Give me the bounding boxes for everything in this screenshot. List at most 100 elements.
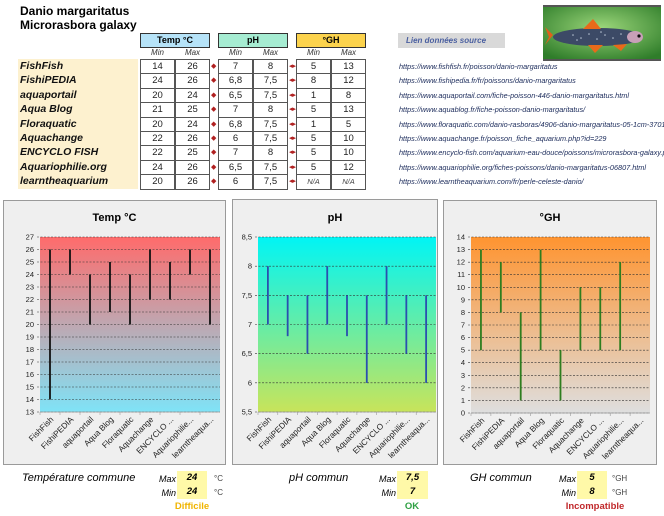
cell-ph-max: 7,5: [253, 159, 288, 176]
range-arrow-icon: ◂▸: [289, 135, 297, 142]
temp-common-min: 24: [177, 485, 207, 499]
range-arrow-icon: ◂▸: [289, 91, 297, 99]
chart-ph: 5,566,577,588,5FishFishFishiPEDIAaquapor…: [242, 233, 436, 460]
gh-max-label: Max: [558, 474, 576, 484]
species-synonym: Microrasbora galaxy: [20, 18, 137, 32]
source-link[interactable]: https://www.aquachange.fr/poisson_fiche_…: [399, 134, 607, 143]
source-name-column: [18, 59, 138, 189]
cell-gh-min: 5: [296, 102, 331, 118]
y-tick-label: 19: [26, 333, 34, 342]
y-tick-label: 22: [26, 295, 34, 304]
cell-ph-max: 7,5: [253, 116, 288, 132]
range-arrow-icon: ◆: [211, 77, 217, 85]
y-tick-label: 27: [26, 233, 34, 242]
chart-panel-ph: pH 5,5 6 6,5 7 7,5 8 8,5 FishFish FishiPEDIA aqua…: [232, 199, 438, 465]
ph-verdict: OK: [404, 501, 420, 512]
source-name: learntheaquarium: [20, 175, 109, 188]
y-tick-label: 9: [461, 295, 465, 304]
cell-temp-max: 24: [175, 116, 210, 132]
source-name: FishiPEDIA: [20, 74, 77, 87]
range-arrow-icon: ◂▸: [289, 63, 297, 70]
range-arrow-icon: ◂▸: [289, 149, 297, 157]
source-link[interactable]: https://www.aquaportail.com/fiche-poisso…: [399, 90, 629, 100]
gh-min-unit: °GH: [612, 488, 628, 497]
ph-max-label: Max: [378, 474, 396, 484]
cell-ph-max: 7,5: [253, 131, 288, 147]
temp-min-label: Min: [161, 488, 176, 498]
y-tick-label: 21: [26, 308, 34, 317]
cell-gh-max: N/A: [331, 174, 366, 190]
temp-common-max: 24: [177, 471, 207, 485]
y-tick-label: 24: [26, 270, 34, 279]
cell-temp-min: 20: [140, 87, 175, 104]
gh-common-label: GH commun: [470, 472, 532, 484]
y-tick-label: 3: [461, 371, 465, 380]
y-tick-label: 5: [461, 346, 465, 355]
y-tick-label: 7: [461, 321, 465, 330]
temp-max-unit: °C: [214, 474, 223, 483]
cell-ph-min: 6: [218, 174, 253, 190]
temp-min-unit: °C: [214, 488, 223, 497]
y-tick-label: 12: [457, 258, 465, 267]
cell-ph-max: 8: [253, 59, 288, 75]
temp-verdict: Difficile: [174, 501, 210, 512]
cell-gh-max: 5: [331, 116, 366, 132]
source-link[interactable]: https://www.fishipedia.fr/fr/poissons/da…: [399, 76, 576, 86]
cell-temp-min: 14: [140, 59, 175, 75]
cell-temp-min: 22: [140, 145, 175, 161]
cell-gh-max: 10: [331, 145, 366, 161]
range-arrow-icon: ◆: [211, 106, 217, 114]
y-tick-label: 14: [457, 233, 465, 242]
range-arrow-icon: ◆: [211, 135, 217, 142]
cell-ph-min: 6: [218, 131, 253, 147]
ph-common-min: 7: [397, 485, 428, 499]
cell-temp-max: 24: [175, 87, 210, 104]
y-tick-label: 8,5: [242, 233, 252, 242]
y-tick-label: 8: [461, 308, 465, 317]
source-link[interactable]: https://www.aquariophilie.org/fiches-poi…: [399, 162, 647, 172]
range-arrow-icon: ◂▸: [289, 120, 297, 128]
source-link[interactable]: https://www.encyclo-fish.com/aquarium-ea…: [399, 148, 664, 158]
cell-temp-max: 26: [175, 159, 210, 176]
y-tick-label: 20: [26, 320, 34, 329]
gh-verdict: Incompatible: [565, 501, 625, 512]
range-arrow-icon: ◆: [211, 120, 217, 128]
range-arrow-icon: ◂▸: [289, 163, 297, 171]
sub-ph-max: Max: [262, 48, 279, 57]
chart-title-gh: °GH: [539, 212, 561, 224]
cell-gh-min: 5: [296, 145, 331, 161]
cell-temp-max: 26: [175, 59, 210, 75]
range-arrow-icon: ◂▸: [289, 178, 297, 186]
source-link[interactable]: https://www.learntheaquarium.com/fr/perl…: [399, 177, 584, 187]
cell-gh-min: 5: [296, 131, 331, 147]
y-tick-label: 13: [457, 245, 465, 254]
chart-title-ph: pH: [327, 212, 343, 224]
range-arrow-icon: ◆: [211, 163, 217, 171]
y-tick-label: 2: [461, 383, 465, 392]
source-name: Aqua Blog: [20, 103, 73, 116]
cell-ph-min: 7: [218, 145, 253, 161]
y-tick-label: 10: [457, 283, 465, 292]
range-arrow-icon: ◆: [211, 63, 217, 70]
cell-ph-max: 7,5: [253, 73, 288, 89]
chart-panel-temp: Temp °C 13 14 15 16 17 18 19 20 21 22 23 24 25 26 27 Fi…: [3, 200, 226, 465]
cell-gh-max: 8: [331, 87, 366, 104]
cell-ph-min: 7: [218, 102, 253, 118]
cell-temp-min: 21: [140, 102, 175, 118]
cell-gh-min: N/A: [296, 174, 331, 190]
sub-gh-min: Min: [307, 48, 320, 57]
chart-title-temp: Temp °C: [92, 212, 137, 224]
cell-temp-max: 26: [175, 174, 210, 190]
source-link[interactable]: https://www.floraquatic.com/danio-rasbor…: [399, 119, 664, 129]
source-name: Aquachange: [20, 132, 84, 144]
cell-gh-max: 12: [331, 73, 366, 89]
gh-common-min: 8: [577, 485, 607, 499]
source-link[interactable]: https://www.aquablog.fr/fiche-poisson-da…: [399, 105, 586, 115]
y-tick-label: 14: [26, 395, 34, 404]
cell-gh-min: 1: [296, 116, 331, 132]
source-link[interactable]: https://www.fishfish.fr/poisson/danio-ma…: [399, 62, 558, 71]
cell-ph-max: 8: [253, 145, 288, 161]
source-name: aquaportail: [20, 88, 77, 101]
y-tick-label: 26: [26, 245, 34, 254]
cell-ph-min: 6,5: [218, 87, 253, 104]
